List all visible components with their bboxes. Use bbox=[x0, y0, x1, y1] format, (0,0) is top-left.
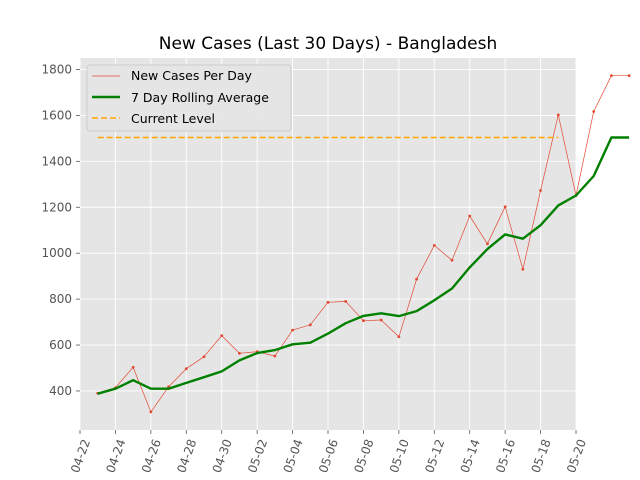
data-point-new-cases bbox=[149, 410, 153, 414]
x-tick-label: 05-06 bbox=[316, 437, 341, 475]
series-line-rolling-average bbox=[97, 136, 630, 395]
legend-label-rolling-average: 7 Day Rolling Average bbox=[131, 90, 269, 105]
data-point-new-cases bbox=[415, 277, 418, 281]
y-tick-label: 1800 bbox=[41, 62, 72, 76]
x-tick-label: 05-02 bbox=[245, 437, 270, 475]
data-point-new-cases bbox=[397, 335, 401, 339]
y-tick-label: 1000 bbox=[41, 246, 72, 260]
x-tick-label: 05-12 bbox=[422, 437, 447, 475]
y-tick-label: 800 bbox=[49, 292, 72, 306]
x-tick-label: 05-16 bbox=[493, 437, 518, 475]
data-point-new-cases bbox=[202, 355, 206, 359]
x-tick-label: 05-18 bbox=[529, 437, 554, 475]
data-point-new-cases bbox=[432, 243, 436, 247]
data-point-new-cases bbox=[220, 334, 224, 338]
data-point-new-cases bbox=[308, 323, 312, 327]
x-tick-label: 05-10 bbox=[387, 437, 412, 475]
x-tick-label: 05-08 bbox=[351, 437, 376, 475]
x-tick-label: 04-24 bbox=[103, 437, 128, 475]
y-tick-label: 600 bbox=[49, 338, 72, 352]
x-axis-ticks: 04-22 04-24 04-26 04-28 04-30 05-02 05-04 05-06… bbox=[68, 430, 589, 475]
data-point-new-cases bbox=[362, 319, 365, 323]
legend-label-new-cases: New Cases Per Day bbox=[131, 68, 252, 83]
data-point-new-cases bbox=[326, 300, 330, 304]
x-tick-label: 04-22 bbox=[68, 437, 93, 475]
x-tick-label: 05-14 bbox=[458, 437, 483, 475]
data-point-new-cases bbox=[344, 300, 348, 303]
data-point-new-cases bbox=[291, 328, 294, 332]
x-tick-label: 04-28 bbox=[174, 437, 199, 475]
legend: New Cases Per Day 7 Day Rolling Average … bbox=[86, 64, 292, 132]
y-tick-label: 1600 bbox=[41, 108, 72, 122]
x-tick-label: 04-26 bbox=[139, 437, 164, 475]
data-point-new-cases bbox=[610, 74, 613, 78]
series-group bbox=[96, 74, 631, 414]
legend-box bbox=[86, 64, 292, 132]
data-point-new-cases bbox=[468, 214, 472, 218]
y-tick-label: 1400 bbox=[41, 154, 72, 168]
y-axis-ticks: 400 600 800 1000 1200 1400 1600 1800 bbox=[41, 62, 80, 398]
data-point-new-cases bbox=[450, 258, 454, 262]
data-point-new-cases bbox=[238, 351, 241, 355]
data-point-new-cases bbox=[503, 205, 507, 209]
data-point-new-cases bbox=[131, 365, 135, 369]
x-tick-label: 05-20 bbox=[564, 437, 589, 475]
data-point-new-cases bbox=[184, 367, 188, 371]
y-tick-label: 400 bbox=[49, 384, 72, 398]
data-point-new-cases bbox=[627, 74, 631, 78]
data-point-new-cases bbox=[379, 318, 383, 322]
data-point-new-cases bbox=[273, 354, 277, 358]
legend-label-current-level: Current Level bbox=[131, 111, 215, 126]
data-point-new-cases bbox=[486, 242, 489, 246]
data-point-new-cases bbox=[592, 110, 596, 113]
data-point-new-cases bbox=[556, 113, 560, 117]
y-tick-label: 1200 bbox=[41, 200, 72, 214]
data-point-new-cases bbox=[539, 189, 542, 192]
chart-title: New Cases (Last 30 Days) - Bangladesh bbox=[159, 34, 498, 54]
x-tick-label: 04-30 bbox=[210, 437, 235, 475]
data-point-new-cases bbox=[521, 267, 525, 271]
x-tick-label: 05-04 bbox=[281, 437, 306, 475]
